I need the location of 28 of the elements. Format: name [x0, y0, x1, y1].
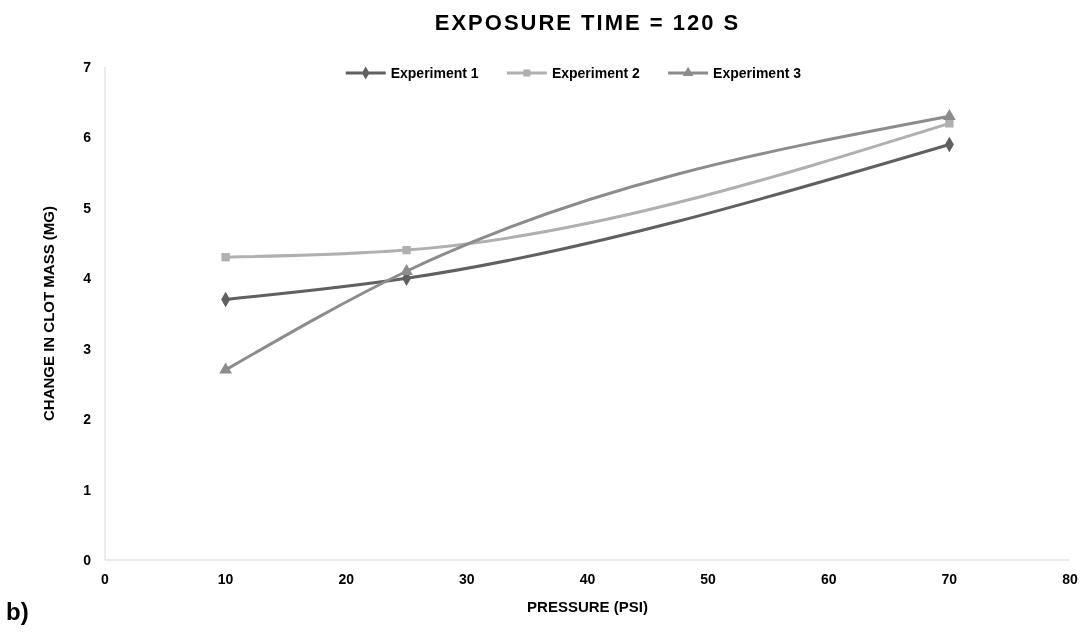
y-tick-label: 6	[83, 129, 92, 146]
y-tick-label: 1	[83, 481, 92, 498]
legend-label: Experiment 1	[390, 65, 479, 81]
x-tick-label: 70	[941, 571, 958, 587]
x-tick-label: 30	[459, 571, 475, 587]
x-tick-label: 50	[700, 571, 717, 587]
x-tick-label: 80	[1062, 571, 1078, 587]
x-tick-label: 60	[820, 571, 837, 587]
x-tick-label: 40	[579, 571, 596, 587]
x-tick-label: 0	[101, 571, 110, 587]
legend-label: Experiment 2	[551, 65, 641, 81]
point	[402, 245, 411, 255]
point	[219, 362, 232, 374]
chart-title: EXPOSURE TIME = 120 S	[434, 10, 741, 35]
point	[221, 252, 230, 262]
x-tick-label: 20	[338, 571, 355, 587]
y-tick-label: 0	[83, 552, 92, 568]
x-axis-title: PRESSURE (PSI)	[527, 598, 648, 615]
y-tick-label: 2	[83, 411, 92, 428]
y-tick-label: 5	[83, 199, 92, 216]
text: b)	[6, 598, 29, 625]
x-tick-label: 10	[217, 571, 234, 587]
legend-label: Experiment 3	[713, 65, 802, 81]
y-tick-label: 4	[83, 270, 92, 287]
y-axis-title: CHANGE IN CLOT MASS (MG)	[40, 206, 57, 421]
y-tick-label: 7	[83, 59, 92, 75]
point	[400, 263, 413, 275]
y-tick-label: 3	[83, 340, 92, 357]
